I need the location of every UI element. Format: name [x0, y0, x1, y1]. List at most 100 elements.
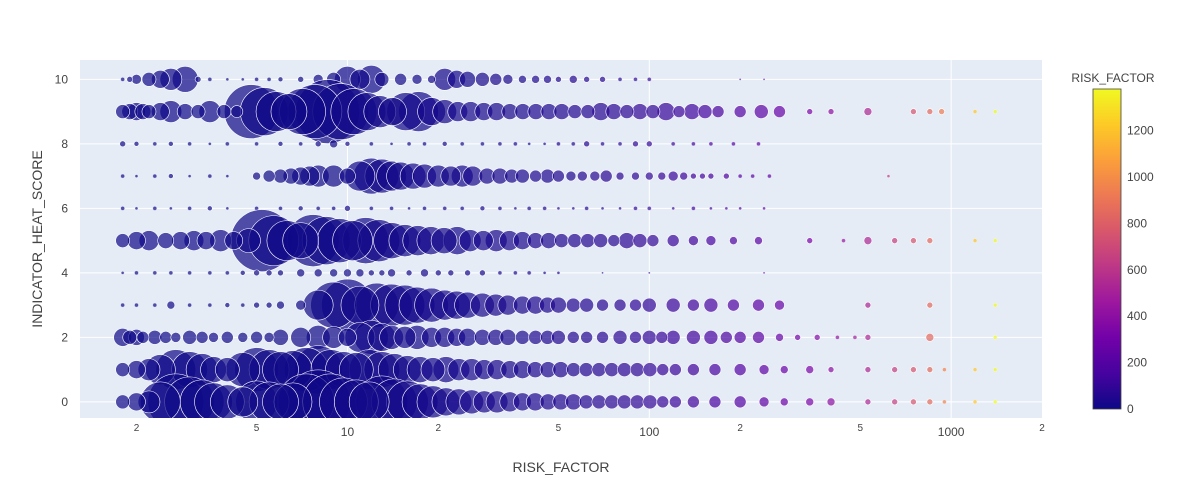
bubble-marker: [631, 103, 649, 120]
bubble-marker: [460, 206, 465, 211]
bubble-marker: [690, 172, 697, 180]
bubble-marker: [568, 75, 578, 84]
bubble-marker: [806, 108, 814, 115]
bubble-marker: [666, 234, 680, 247]
bubble-marker: [697, 104, 713, 119]
bubble-marker: [378, 269, 386, 277]
bubble-marker: [152, 206, 157, 211]
bubble-marker: [134, 270, 139, 276]
bubble-marker: [405, 269, 413, 277]
bubble-marker: [152, 302, 157, 308]
bubble-marker: [863, 107, 873, 116]
bubble-marker: [827, 366, 835, 373]
bubble-marker: [262, 169, 276, 183]
bubble-marker: [542, 142, 547, 146]
bubble-marker: [182, 330, 197, 345]
bubble-marker: [497, 206, 503, 211]
colorbar-tick-label: 800: [1127, 216, 1147, 230]
bubble-marker: [411, 74, 423, 85]
bubble-marker: [647, 206, 652, 211]
bubble-marker: [619, 104, 635, 119]
bubble-marker: [241, 77, 245, 82]
bubble-marker: [671, 206, 675, 211]
bubble-marker: [806, 237, 814, 244]
bubble-marker: [711, 105, 725, 118]
bubble-marker: [239, 270, 246, 276]
bubble-marker: [406, 141, 412, 147]
bubble-marker: [672, 105, 686, 118]
bubble-marker: [527, 206, 532, 211]
bubble-marker: [554, 233, 569, 248]
bubble-marker: [332, 220, 373, 261]
bubble-marker: [224, 231, 244, 250]
bubble-marker: [993, 335, 998, 340]
bubble-marker: [344, 205, 351, 212]
bubble-marker: [629, 298, 642, 312]
bubble-marker: [127, 392, 146, 412]
bubble-marker: [993, 302, 998, 308]
bubble-marker: [442, 206, 447, 211]
bubble-marker: [290, 327, 311, 348]
bubble-marker: [447, 269, 455, 277]
bubble-marker: [253, 269, 260, 277]
bubble-marker: [910, 237, 917, 244]
bubble-marker: [277, 76, 284, 83]
bubble-marker: [389, 206, 394, 211]
bubble-marker: [115, 362, 130, 377]
bubble-marker: [813, 334, 821, 341]
bubble-marker: [633, 77, 638, 82]
bubble-marker: [612, 330, 628, 345]
bubble-marker: [733, 363, 747, 376]
x-minor-tick-label: 5: [556, 423, 562, 434]
bubble-marker: [567, 104, 583, 119]
bubble-marker: [187, 174, 192, 178]
bubble-marker: [542, 271, 547, 275]
bubble-marker: [479, 205, 486, 212]
bubble-marker: [190, 104, 206, 119]
bubble-marker: [708, 141, 714, 147]
bubble-marker: [316, 206, 321, 211]
bubble-marker: [119, 140, 126, 148]
bubble-marker: [739, 78, 742, 81]
bubble-marker: [121, 271, 125, 275]
bubble-marker: [864, 334, 872, 341]
bubble-markers: [113, 65, 998, 418]
bubble-marker: [187, 302, 192, 308]
bubble-marker: [422, 206, 427, 211]
bubble-marker: [227, 386, 259, 418]
bubble-marker: [827, 108, 835, 115]
bubble-marker: [543, 75, 552, 84]
bubble-marker: [393, 326, 417, 349]
bubble-marker: [435, 269, 442, 277]
bubble-marker: [826, 397, 836, 407]
bubble-marker: [578, 362, 594, 377]
bubble-marker: [460, 141, 465, 147]
bubble-marker: [216, 104, 232, 119]
bubble-marker: [679, 171, 688, 181]
bubble-marker: [134, 206, 139, 211]
bubble-marker: [531, 75, 540, 84]
bubble-marker: [910, 108, 917, 115]
x-minor-tick-label: 2: [436, 423, 442, 434]
y-tick-label: 8: [61, 137, 68, 151]
bubble-marker: [115, 104, 130, 119]
bubble-marker: [565, 170, 577, 182]
bubble-marker: [648, 271, 651, 275]
bubble-marker: [580, 331, 593, 344]
bubble-marker: [170, 332, 182, 343]
bubble-marker: [972, 399, 978, 405]
bubble-marker: [374, 72, 390, 87]
bubble-marker: [762, 78, 766, 81]
bubble-marker: [215, 357, 240, 382]
bubble-marker: [705, 235, 717, 246]
bubble-marker: [207, 302, 212, 308]
bubble-marker: [480, 141, 485, 147]
bubble-marker: [168, 270, 174, 276]
bubble-marker: [657, 171, 667, 181]
bubble-marker: [529, 169, 542, 183]
bubble-marker: [297, 76, 304, 83]
colorbar-tick-label: 600: [1127, 263, 1147, 277]
bubble-marker: [225, 270, 230, 276]
bubble-marker: [758, 364, 770, 375]
bubble-marker: [835, 335, 840, 340]
